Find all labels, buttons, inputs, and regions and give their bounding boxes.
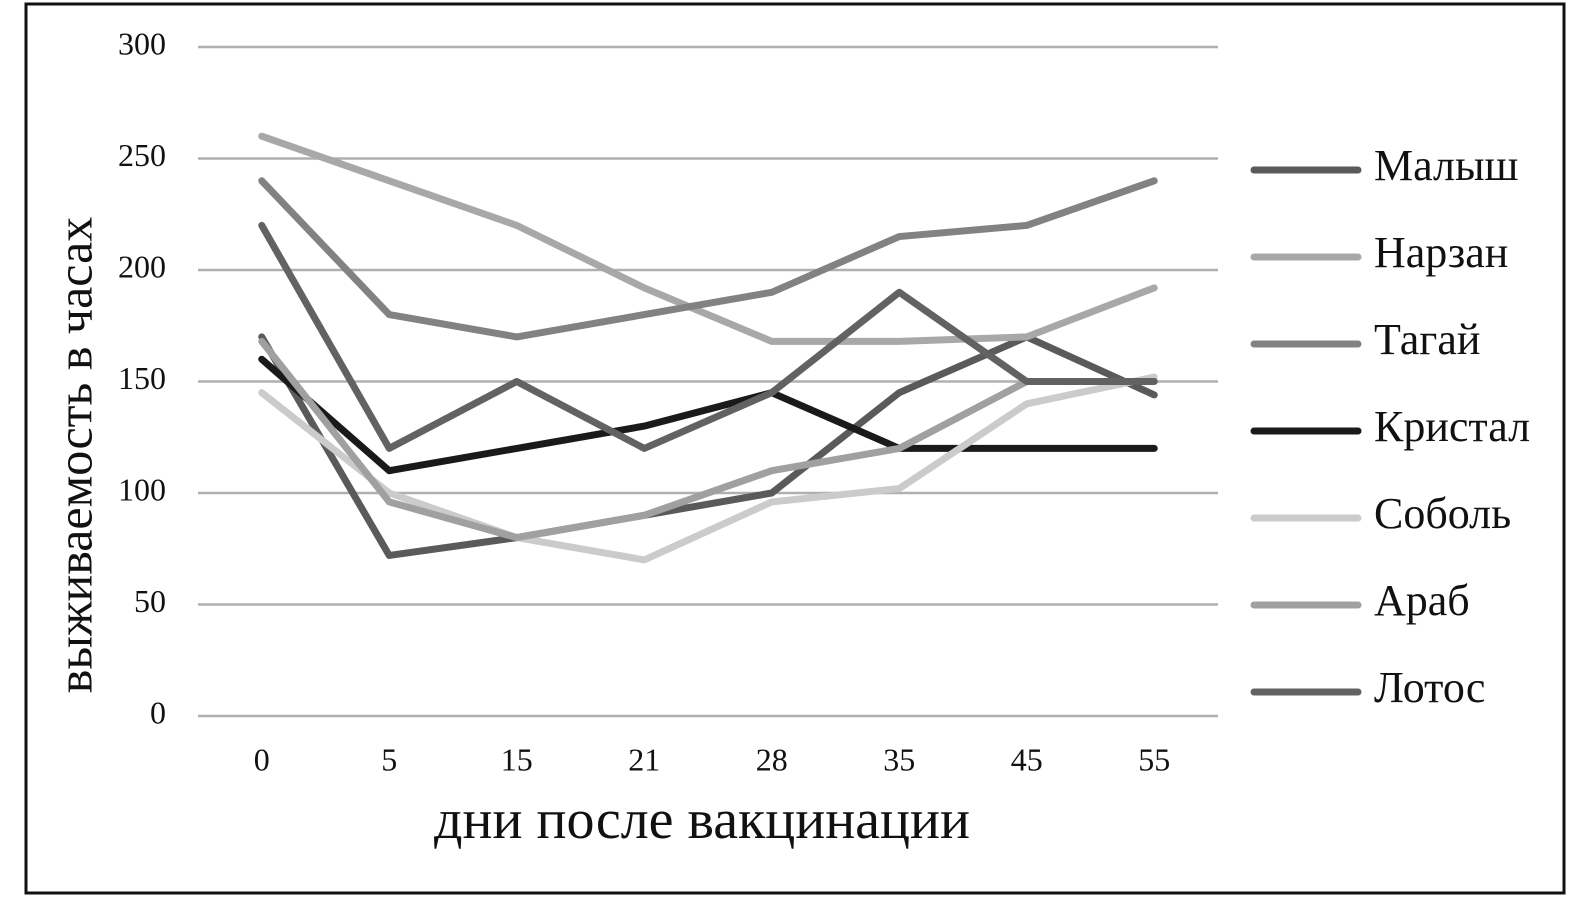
y-tick-label: 150 <box>118 360 166 396</box>
x-tick-label: 0 <box>254 741 270 777</box>
y-tick-label: 250 <box>118 137 166 173</box>
y-axis-label: выживаемость в часах <box>46 217 102 694</box>
y-tick-label: 300 <box>118 25 166 61</box>
series-line <box>258 221 1158 452</box>
y-tick-label: 50 <box>134 583 166 619</box>
legend-label: Малыш <box>1374 141 1519 190</box>
chart-border <box>24 2 1566 895</box>
x-tick-label: 28 <box>756 741 788 777</box>
y-tick-label: 0 <box>150 694 166 730</box>
series-line <box>258 337 1031 542</box>
x-axis-label: дни после вакцинации <box>434 789 970 851</box>
legend-label: Араб <box>1374 576 1470 625</box>
series-line <box>258 132 1158 345</box>
y-tick-label: 100 <box>118 471 166 507</box>
x-tick-label: 35 <box>883 741 915 777</box>
x-tick-label: 45 <box>1011 741 1043 777</box>
legend-label: Нарзан <box>1374 228 1508 277</box>
legend-label: Соболь <box>1374 489 1511 538</box>
legend-label: Кристал <box>1374 402 1530 451</box>
legend-label: Лотос <box>1374 663 1485 712</box>
series-line <box>258 373 1158 564</box>
x-tick-label: 55 <box>1138 741 1170 777</box>
legend-label: Тагай <box>1374 315 1480 364</box>
series-line <box>258 177 1158 341</box>
series-line <box>258 333 1158 559</box>
y-tick-label: 200 <box>118 248 166 284</box>
series-line <box>258 355 1158 475</box>
x-tick-label: 15 <box>501 741 533 777</box>
x-tick-label: 21 <box>628 741 660 777</box>
x-tick-label: 5 <box>381 741 397 777</box>
